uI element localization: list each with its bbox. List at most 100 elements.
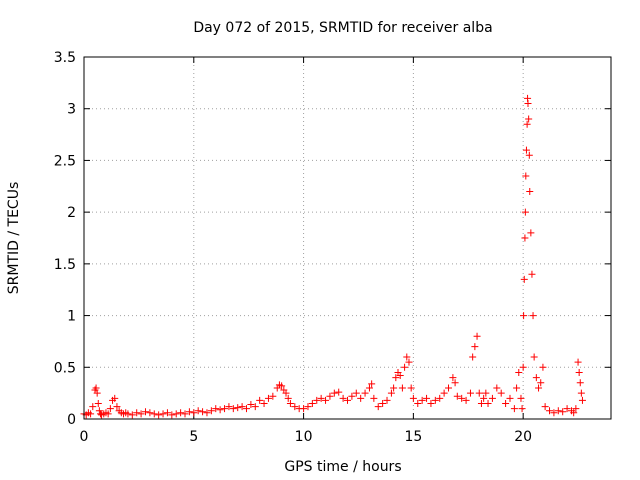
y-tick-label: 3 (67, 102, 76, 118)
data-point (535, 384, 543, 392)
data-point (177, 409, 185, 417)
data-point (181, 410, 189, 418)
data-point (234, 404, 242, 412)
data-point (451, 379, 459, 387)
x-tick-label: 15 (404, 429, 422, 445)
data-point (480, 394, 488, 402)
data-point (317, 394, 325, 402)
data-point (525, 151, 533, 159)
data-point (527, 229, 535, 237)
data-point (497, 389, 505, 397)
data-point (216, 406, 224, 414)
grid (84, 57, 611, 419)
x-tick-label: 5 (189, 429, 198, 445)
data-point (256, 396, 264, 404)
data-point (365, 384, 373, 392)
data-point (484, 399, 492, 407)
y-tick-label: 0.5 (54, 360, 76, 376)
data-point (532, 374, 540, 382)
data-point (401, 363, 409, 371)
data-point (242, 405, 250, 413)
data-point (150, 410, 158, 418)
data-point (473, 332, 481, 340)
y-tick-label: 3.5 (54, 50, 76, 66)
data-point (383, 396, 391, 404)
data-point (550, 409, 558, 417)
data-point (529, 312, 537, 320)
data-point (493, 384, 501, 392)
data-point (247, 401, 255, 409)
data-point (124, 410, 132, 418)
data-point (488, 394, 496, 402)
x-tick-label: 10 (295, 429, 313, 445)
data-point (221, 405, 229, 413)
data-point (521, 234, 529, 242)
data-point (469, 353, 477, 361)
data-point (477, 399, 485, 407)
data-point (326, 392, 334, 400)
data-point (203, 409, 211, 417)
data-point (141, 408, 149, 416)
axis-ticks: 0 0.5 1 1.5 2 2.5 3 3.5 0 5 10 15 20 (54, 50, 611, 445)
data-point (530, 353, 538, 361)
data-point (168, 411, 176, 419)
data-point (163, 409, 171, 417)
y-tick-label: 2.5 (54, 153, 76, 169)
data-point (300, 405, 308, 413)
data-point (94, 399, 102, 407)
data-point (440, 389, 448, 397)
data-point (352, 389, 360, 397)
data-point (291, 403, 299, 411)
data-point (458, 394, 466, 402)
data-point (379, 399, 387, 407)
data-point (348, 392, 356, 400)
data-point (576, 379, 584, 387)
data-point (577, 389, 585, 397)
data-point (398, 384, 406, 392)
data-points (80, 94, 586, 419)
data-point (570, 409, 578, 417)
data-point (387, 389, 395, 397)
data-point (284, 394, 292, 402)
data-point (506, 394, 514, 402)
data-point (423, 394, 431, 402)
chart-title: Day 072 of 2015, SRMTID for receiver alb… (193, 20, 492, 36)
data-point (374, 403, 382, 411)
data-point (575, 368, 583, 376)
x-axis-label: GPS time / hours (284, 459, 401, 475)
data-point (357, 394, 365, 402)
data-point (502, 399, 510, 407)
data-point (522, 172, 530, 180)
data-point (251, 403, 259, 411)
data-point (513, 384, 521, 392)
data-point (361, 389, 369, 397)
data-point (515, 368, 523, 376)
data-point (344, 396, 351, 404)
data-point (155, 411, 163, 419)
data-point (539, 363, 547, 371)
data-point (453, 392, 461, 400)
data-point (520, 312, 528, 320)
data-point (339, 394, 347, 402)
data-point (449, 374, 457, 382)
data-point (199, 408, 207, 416)
data-point (510, 405, 518, 413)
data-point (113, 403, 121, 411)
data-point (194, 407, 202, 415)
data-point (521, 208, 529, 216)
data-point (431, 396, 439, 404)
data-point (559, 408, 567, 416)
data-point (322, 396, 330, 404)
data-point (471, 343, 479, 351)
data-point (238, 403, 246, 411)
data-point (335, 388, 343, 396)
data-point (111, 394, 119, 402)
data-point (427, 399, 435, 407)
data-point (578, 396, 586, 404)
data-point (106, 405, 114, 413)
data-point (264, 394, 272, 402)
data-point (445, 384, 453, 392)
data-point (462, 396, 470, 404)
data-point (409, 394, 417, 402)
